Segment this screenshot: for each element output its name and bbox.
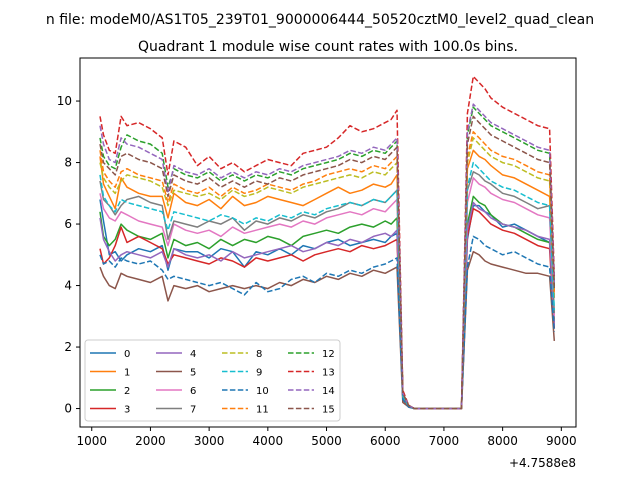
- legend-label-5: 5: [190, 368, 196, 379]
- x-offset-label: +4.7588e8: [509, 456, 576, 470]
- series-line-10: [99, 235, 556, 410]
- legend-label-13: 13: [322, 368, 335, 379]
- legend-box: [84, 339, 341, 422]
- x-tick-label: 7000: [429, 434, 460, 448]
- x-tick-label: 4000: [253, 434, 284, 448]
- x-tick-label: 1000: [76, 434, 107, 448]
- plot-area: [99, 75, 556, 410]
- y-tick-label: 2: [64, 340, 72, 354]
- series-line-9: [99, 161, 556, 410]
- series-line-1: [99, 149, 556, 410]
- legend-label-6: 6: [190, 386, 196, 397]
- y-tick-label: 10: [57, 94, 72, 108]
- legend-label-10: 10: [256, 386, 269, 397]
- x-tick-label: 5000: [311, 434, 342, 448]
- y-tick-label: 6: [64, 217, 72, 231]
- file-title: n file: modeM0/AS1T05_239T01_9000006444_…: [46, 12, 594, 28]
- series-line-14: [99, 103, 556, 410]
- series-line-3: [99, 207, 556, 410]
- legend-label-7: 7: [190, 405, 196, 416]
- legend-label-11: 11: [256, 405, 269, 416]
- series-line-6: [99, 177, 556, 410]
- legend-label-14: 14: [322, 386, 335, 397]
- chart-title: Quadrant 1 module wise count rates with …: [138, 39, 518, 55]
- series-line-11: [99, 131, 556, 410]
- series-line-4: [99, 201, 556, 410]
- legend-label-8: 8: [256, 349, 262, 360]
- axis-ticks: 1000 2000 3000 4000 5000 6000 7000 8000 9000 0 2 4 6…: [57, 94, 577, 448]
- legend-label-1: 1: [124, 368, 130, 379]
- x-tick-label: 3000: [194, 434, 225, 448]
- series-line-8: [99, 137, 556, 410]
- legend-label-9: 9: [256, 368, 262, 379]
- axes-frame: [79, 57, 577, 428]
- series-line-2: [99, 195, 556, 410]
- x-tick-label: 6000: [370, 434, 401, 448]
- y-tick-label: 8: [64, 156, 72, 170]
- legend-label-4: 4: [190, 349, 196, 360]
- legend-label-3: 3: [124, 405, 130, 416]
- x-tick-label: 8000: [487, 434, 518, 448]
- series-line-12: [99, 106, 556, 410]
- series-line-5: [99, 250, 556, 410]
- legend-label-15: 15: [322, 405, 335, 416]
- legend-label-2: 2: [124, 386, 130, 397]
- x-tick-label: 2000: [135, 434, 166, 448]
- series-line-0: [99, 199, 556, 410]
- x-tick-label: 9000: [546, 434, 577, 448]
- series-line-15: [99, 115, 556, 410]
- y-tick-label: 4: [64, 279, 72, 293]
- series-line-7: [99, 171, 556, 410]
- legend-label-0: 0: [124, 349, 130, 360]
- series-line-13: [99, 75, 556, 410]
- legend-label-12: 12: [322, 349, 335, 360]
- y-tick-label: 0: [64, 402, 72, 416]
